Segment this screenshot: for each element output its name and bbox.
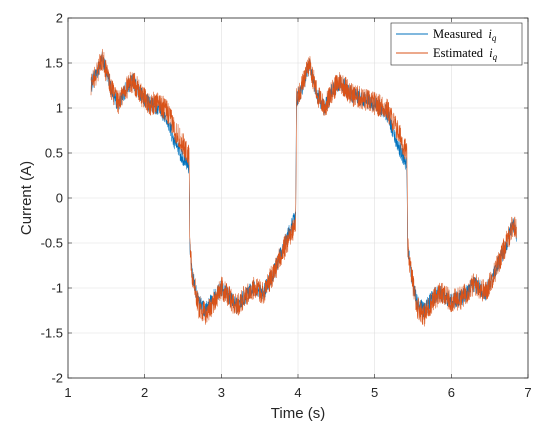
x-tick-label: 5	[371, 385, 378, 400]
x-tick-label: 1	[64, 385, 71, 400]
y-tick-label: 2	[56, 11, 63, 26]
tick-labels: 1 2 3 4 5 6 7 -2 -1.5 -1 -0.5 0 0.5 1 1.5 2	[41, 11, 532, 401]
y-tick-label: 1	[56, 101, 63, 116]
x-tick-label: 7	[524, 385, 531, 400]
y-tick-label: 1.5	[45, 56, 63, 71]
x-tick-label: 3	[218, 385, 225, 400]
series-line-estimated	[90, 48, 517, 327]
legend-label-estimated: Estimated iq	[433, 46, 498, 62]
y-tick-label: 0	[56, 191, 63, 206]
legend-box	[390, 22, 523, 66]
x-tick-label: 6	[448, 385, 455, 400]
y-tick-label: -2	[51, 371, 63, 386]
data-series	[90, 48, 517, 327]
y-tick-label: -1	[51, 281, 63, 296]
y-tick-label: -0.5	[41, 236, 63, 251]
x-axis-label: Time (s)	[271, 405, 325, 422]
x-tick-label: 2	[141, 385, 148, 400]
y-tick-label: 0.5	[45, 146, 63, 161]
legend-label-measured: Measured iq	[433, 27, 497, 43]
x-tick-label: 4	[294, 385, 301, 400]
axis-ticks	[67, 17, 529, 379]
y-axis-label: Current (A)	[18, 161, 35, 235]
y-tick-label: -1.5	[41, 326, 63, 341]
legend: Measured iq Estimated iq	[390, 22, 523, 66]
